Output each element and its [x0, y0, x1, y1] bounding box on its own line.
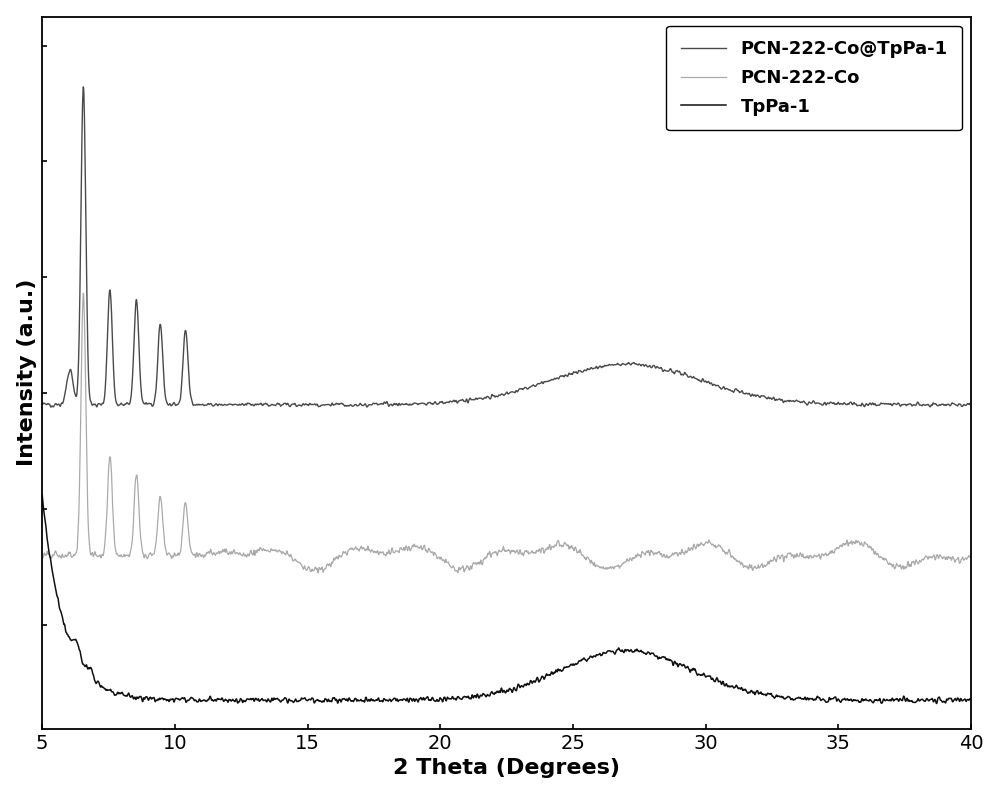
- TpPa-1: [474, 691, 486, 700]
- PCN-222-Co: [627, 553, 639, 563]
- PCN-222-Co@TpPa-1: [373, 400, 385, 409]
- Line: TpPa-1: TpPa-1: [42, 495, 971, 704]
- X-axis label: 2 Theta (Degrees): 2 Theta (Degrees): [393, 758, 620, 778]
- PCN-222-Co@TpPa-1: [894, 400, 906, 409]
- PCN-222-Co: [373, 550, 385, 560]
- Line: PCN-222-Co: PCN-222-Co: [42, 293, 971, 573]
- Line: PCN-222-Co@TpPa-1: PCN-222-Co@TpPa-1: [42, 87, 971, 407]
- PCN-222-Co@TpPa-1: [231, 400, 243, 409]
- TpPa-1: [372, 693, 384, 703]
- PCN-222-Co: [36, 553, 48, 562]
- TpPa-1: [587, 652, 599, 661]
- PCN-222-Co@TpPa-1: [588, 363, 600, 373]
- PCN-222-Co: [77, 289, 89, 298]
- TpPa-1: [36, 491, 48, 500]
- Legend: PCN-222-Co@TpPa-1, PCN-222-Co, TpPa-1: PCN-222-Co@TpPa-1, PCN-222-Co, TpPa-1: [666, 25, 962, 130]
- PCN-222-Co: [965, 552, 977, 561]
- PCN-222-Co: [312, 568, 324, 578]
- PCN-222-Co: [475, 556, 487, 565]
- PCN-222-Co: [894, 561, 906, 571]
- TpPa-1: [893, 696, 905, 705]
- PCN-222-Co@TpPa-1: [965, 401, 977, 410]
- TpPa-1: [626, 647, 638, 657]
- PCN-222-Co@TpPa-1: [36, 400, 48, 409]
- Y-axis label: Intensity (a.u.): Intensity (a.u.): [17, 279, 37, 467]
- TpPa-1: [931, 699, 943, 708]
- PCN-222-Co@TpPa-1: [45, 402, 57, 412]
- TpPa-1: [965, 695, 977, 704]
- PCN-222-Co: [230, 548, 242, 557]
- PCN-222-Co@TpPa-1: [77, 82, 89, 91]
- PCN-222-Co: [588, 560, 600, 569]
- PCN-222-Co@TpPa-1: [475, 394, 487, 403]
- PCN-222-Co@TpPa-1: [627, 359, 639, 368]
- TpPa-1: [230, 695, 242, 704]
